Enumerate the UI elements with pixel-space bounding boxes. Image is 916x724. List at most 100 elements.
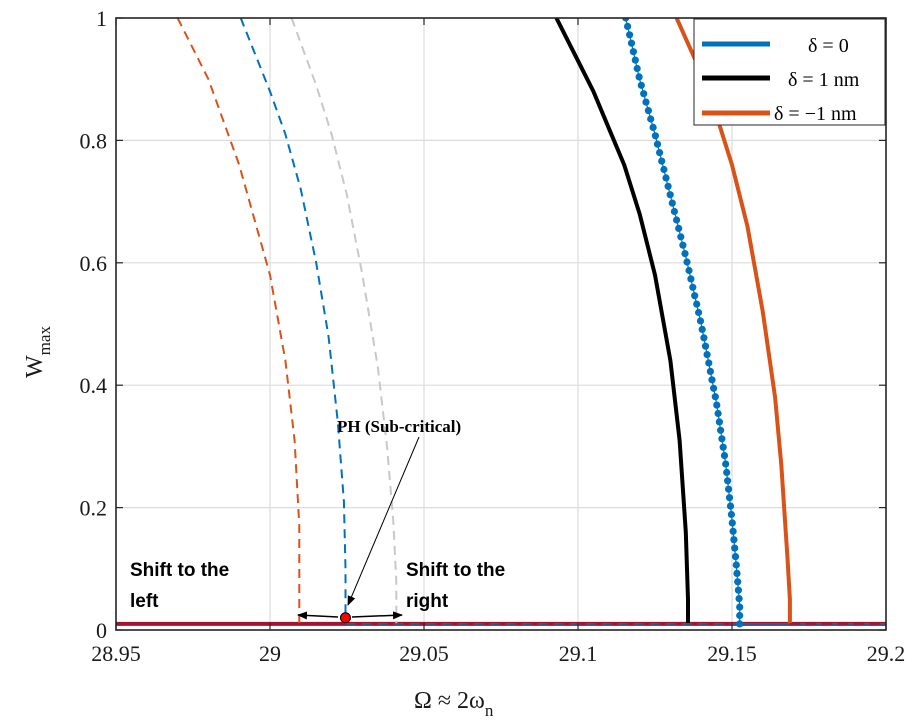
series-marker (705, 359, 713, 367)
y-tick-label: 0 (96, 618, 107, 643)
y-axis-label-main: W (22, 355, 48, 378)
annotation-ph: PH (Sub-critical) (337, 417, 461, 436)
unstable-branch-line (239, 18, 347, 624)
series-marker (706, 367, 715, 375)
series-marker (664, 182, 672, 190)
x-tick-label: 29 (259, 641, 281, 666)
legend-label-delta-0: δ = 0 (808, 35, 849, 57)
series-marker (696, 317, 705, 325)
series-marker (725, 494, 734, 502)
x-axis-label-main: Ω ≈ 2ω (414, 688, 485, 714)
series-marker (713, 401, 721, 409)
series-marker (658, 157, 666, 165)
series-marker (693, 300, 701, 308)
series-marker (635, 73, 643, 81)
series-marker (703, 351, 711, 359)
legend-box (693, 18, 886, 126)
x-axis-label: Ω ≈ 2ωn (414, 688, 494, 720)
series-marker (656, 149, 664, 157)
series-marker (675, 224, 683, 232)
y-tick-label: 1 (96, 6, 107, 31)
series-marker (731, 544, 739, 552)
series-marker (689, 283, 697, 291)
ph-point-marker (339, 612, 351, 624)
y-tick-label: 0.8 (80, 128, 108, 153)
series-marker (629, 48, 638, 56)
series-marker (720, 452, 729, 460)
series-marker (668, 199, 676, 207)
series-marker (677, 233, 685, 241)
x-axis-label-sub: n (485, 701, 494, 720)
series-marker (679, 241, 687, 249)
y-tick-label: 0.4 (80, 373, 108, 398)
series-marker (637, 81, 645, 89)
series-marker (733, 569, 741, 578)
series-marker (730, 536, 738, 544)
annotation-right-line2: right (406, 591, 449, 612)
x-tick-label: 29.05 (399, 641, 449, 666)
ticks: 28.95 29 29.05 29.1 29.15 29.2 0 0.2 0.4 0.6 0.8 1 (80, 6, 906, 666)
annotation-right-line1: Shift to the (406, 560, 505, 581)
series-marker (681, 250, 689, 258)
series-marker (626, 31, 634, 39)
series-marker (724, 477, 732, 485)
series-marker (653, 140, 662, 148)
series-marker (622, 18, 630, 22)
series-marker (687, 275, 695, 283)
series-marker (736, 611, 744, 620)
x-tick-label: 28.95 (91, 641, 141, 666)
x-tick-label: 29.2 (867, 641, 906, 666)
series-marker (725, 485, 733, 493)
series-marker (715, 418, 724, 426)
series-marker (651, 132, 660, 140)
series-marker (734, 578, 742, 586)
series-marker (683, 258, 691, 266)
series-marker (627, 39, 636, 47)
series-marker (731, 553, 740, 561)
series-marker (732, 561, 740, 569)
y-tick-label: 0.6 (80, 251, 108, 276)
series-marker (644, 107, 653, 115)
series-marker (633, 64, 641, 73)
series-marker (642, 98, 650, 106)
series-marker (727, 510, 736, 519)
annotation-left-line2: left (130, 591, 159, 612)
series-marker (649, 123, 657, 131)
legend-label-delta-1nm: δ = 1 nm (788, 69, 860, 91)
axes-box (115, 17, 887, 631)
series-marker (734, 586, 743, 594)
series-marker (735, 595, 743, 603)
series-marker (718, 435, 726, 443)
series-marker (624, 22, 632, 30)
series-marker (736, 603, 744, 611)
y-axis-label-sub: max (35, 326, 54, 356)
series-marker (691, 292, 699, 300)
series-marker (701, 342, 710, 350)
x-tick-label: 29.15 (707, 641, 757, 666)
series-marker (695, 308, 703, 317)
annotation-left-line1: Shift to the (130, 560, 229, 581)
series-marker (662, 174, 670, 182)
series-marker (711, 393, 719, 401)
series-marker (631, 56, 639, 64)
series-marker (670, 207, 679, 216)
series-marker (723, 468, 731, 476)
series-marker (728, 519, 736, 527)
grid (115, 17, 887, 631)
series-marker (700, 334, 708, 342)
shift-right-arrow (351, 611, 403, 620)
y-tick-label: 0.2 (80, 496, 108, 521)
series-marker (640, 90, 648, 98)
unstable-branch-line (290, 18, 398, 624)
series-marker (726, 502, 735, 510)
series-marker (719, 443, 727, 451)
series-marker (714, 409, 722, 418)
series-marker (660, 165, 668, 174)
unstable-branch-line (176, 18, 301, 624)
ph-pointer-line (347, 436, 420, 606)
series-marker (729, 527, 737, 535)
series-marker (717, 426, 725, 434)
legend-label-delta-minus-1nm: δ = −1 nm (774, 103, 857, 125)
series-marker (647, 115, 655, 123)
